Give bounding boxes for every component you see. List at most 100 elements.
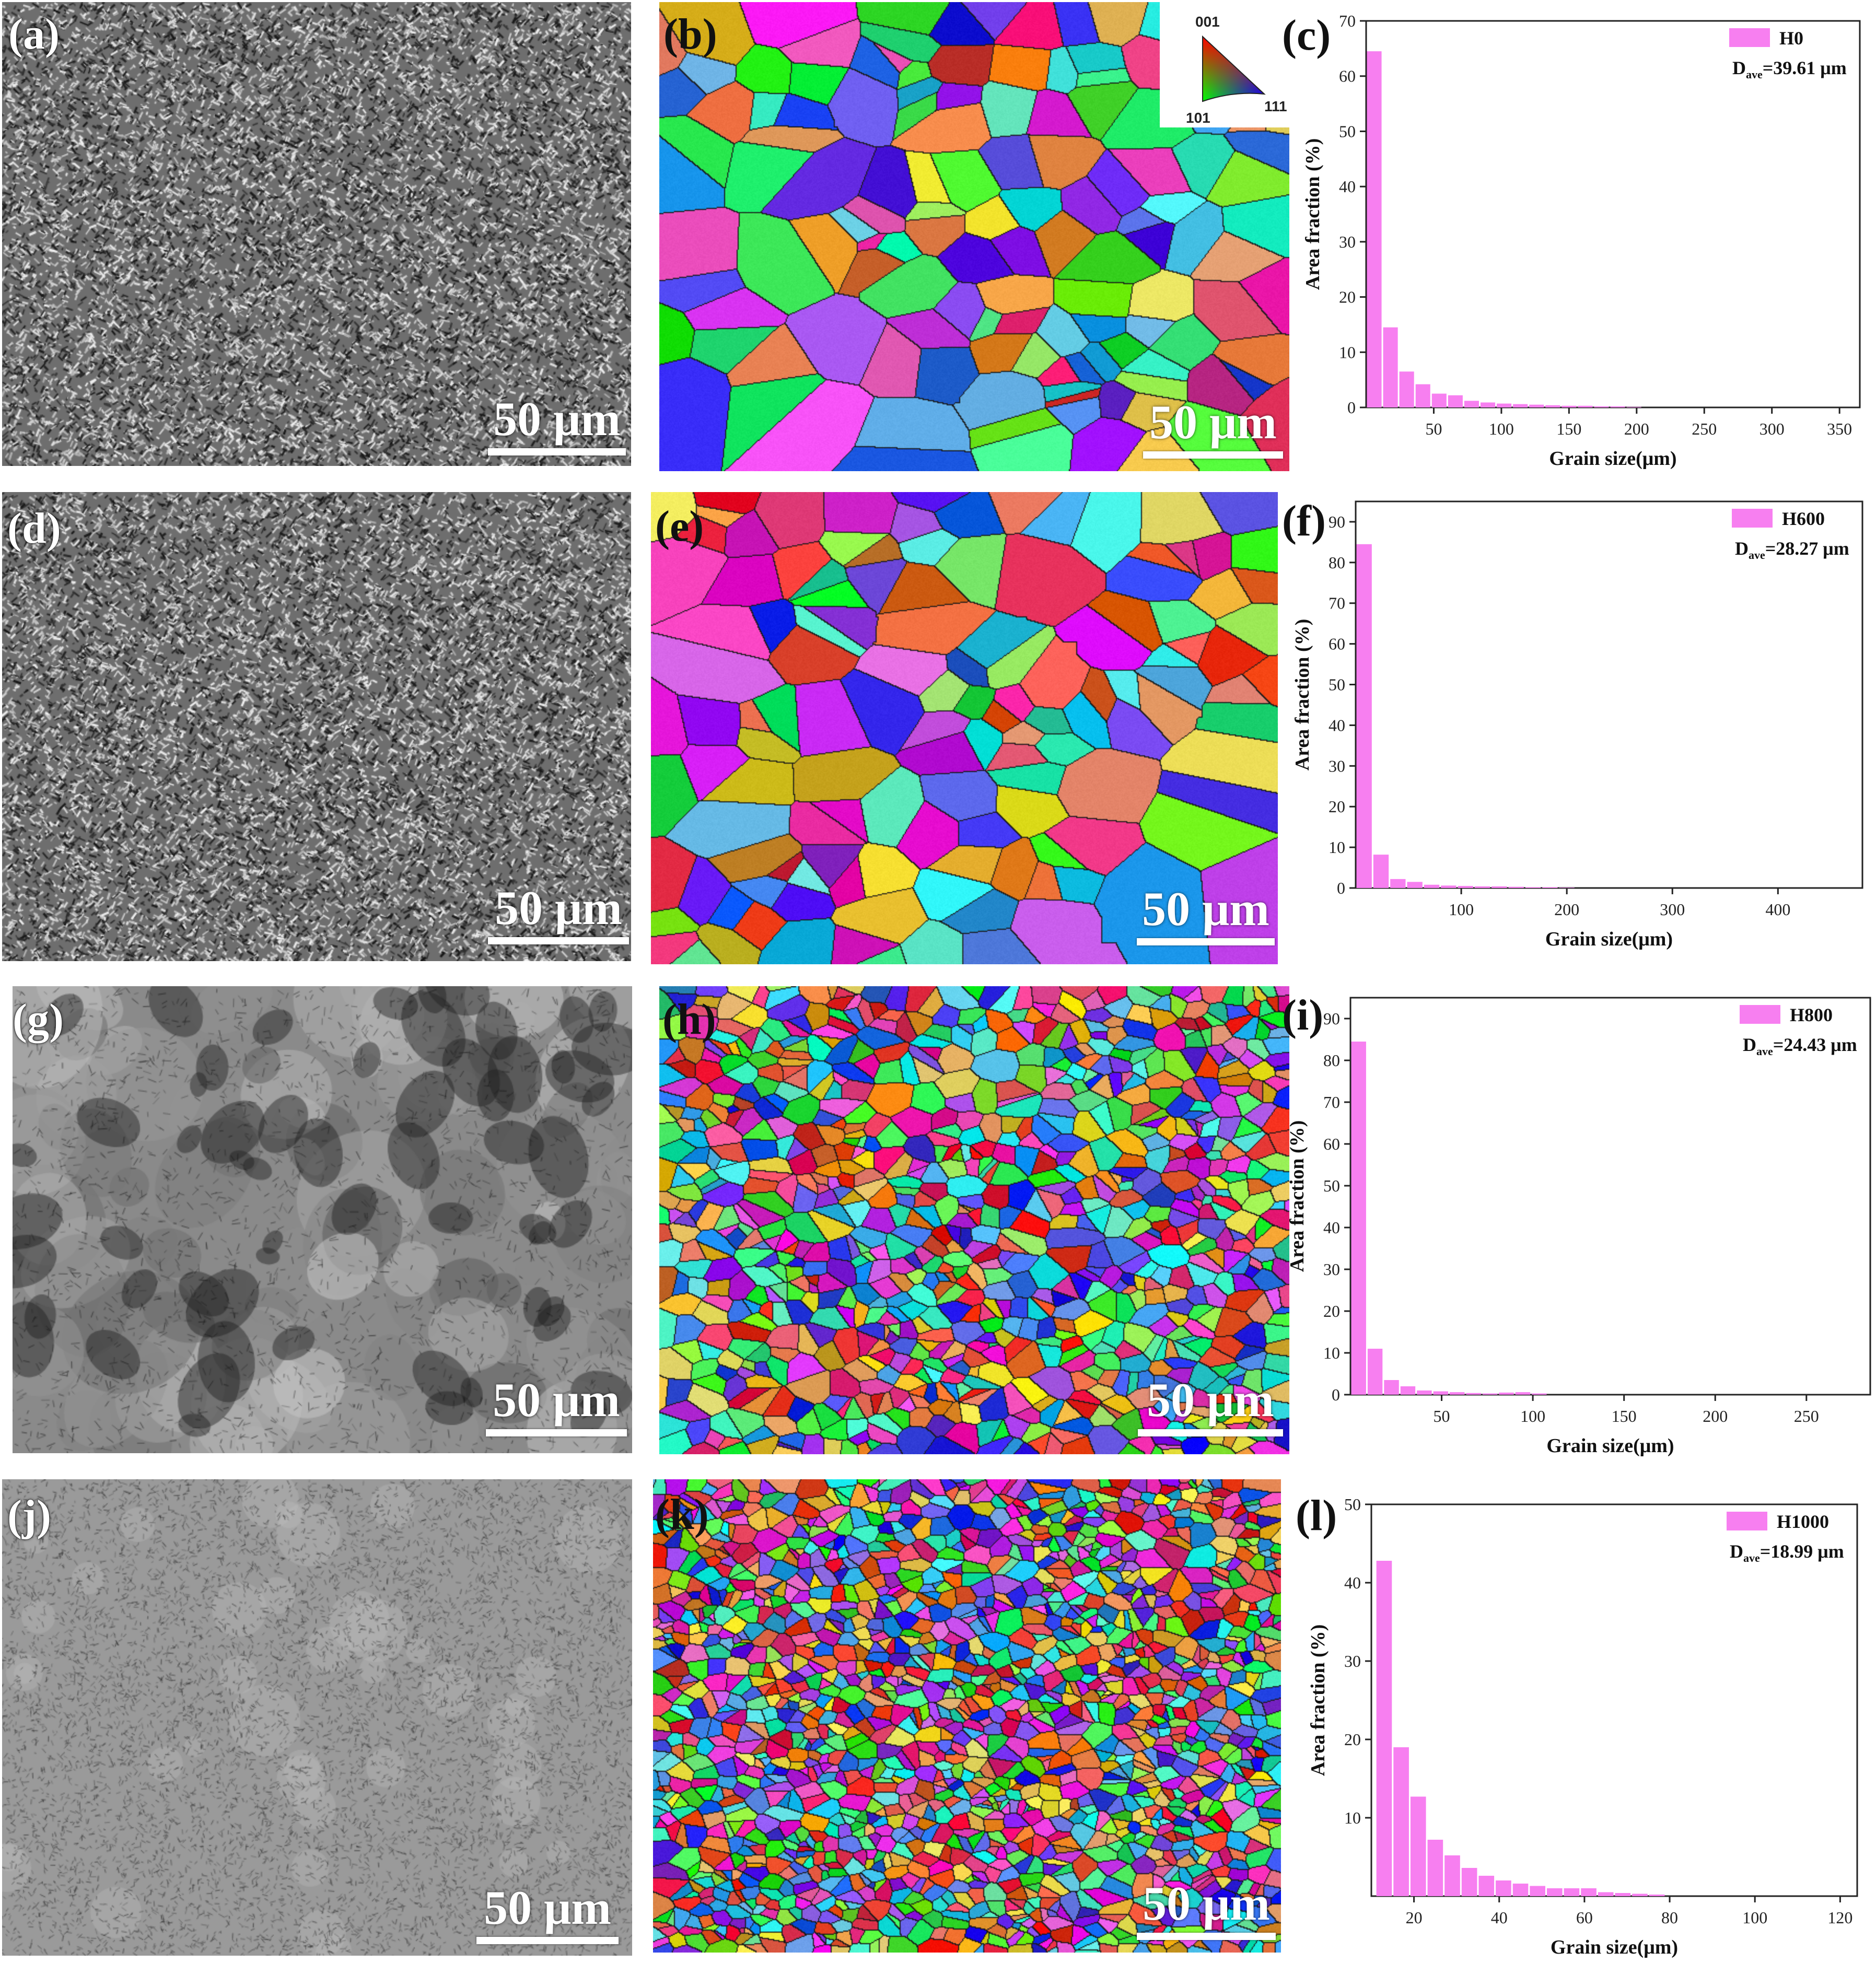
panel-label-e: (e) (655, 502, 704, 551)
hist-l-bar-14 (1615, 1893, 1631, 1896)
hist-i-ytick-label-4: 40 (1323, 1218, 1340, 1237)
scale-bar-text-d: 50 μm (495, 881, 622, 934)
hist-i-bar-1 (1367, 1349, 1383, 1395)
hist-f-ylabel: Area fraction (%) (1291, 619, 1313, 771)
hist-c-xlabel: Grain size(μm) (1549, 448, 1676, 470)
hist-c-bar-3 (1415, 384, 1430, 407)
hist-c-bar-5 (1448, 395, 1463, 407)
hist-f-bar-11 (1542, 887, 1558, 888)
hist-l-frame (1370, 1503, 1858, 1897)
scale-bar-text-g: 50 μm (493, 1373, 620, 1427)
hist-l-bar-9 (1530, 1886, 1545, 1896)
hist-i-dave-prefix: D (1743, 1034, 1756, 1055)
hist-f-dave-prefix: D (1735, 538, 1749, 559)
hist-l-xlabel: Grain size(μm) (1551, 1936, 1678, 1958)
hist-i-xtick-label-3: 200 (1703, 1407, 1728, 1425)
hist-c-bar-12 (1562, 405, 1577, 407)
sem-image-a: (a) 50 μm (2, 2, 631, 466)
hist-f-bar-4 (1424, 884, 1440, 888)
hist-f-xtick-label-0: 100 (1449, 900, 1474, 919)
hist-l-ylabel: Area fraction (%) (1307, 1625, 1329, 1777)
histogram-panel-c: 50 100 150 200 250 300 350 0 10 20 30 40 50 60 70 Grain… (1275, 0, 1876, 491)
panel-label-d: (d) (7, 504, 61, 553)
hist-i-xtick-label-1: 100 (1520, 1407, 1545, 1425)
panel-label-b: (b) (663, 10, 717, 59)
hist-f-ytick-label-7: 70 (1329, 594, 1345, 613)
hist-c-bar-6 (1464, 401, 1479, 407)
panel-label-k: (k) (655, 1490, 709, 1539)
hist-i-bar-6 (1450, 1392, 1465, 1395)
hist-c-xtick-label-5: 300 (1760, 419, 1785, 438)
hist-c-xtick-label-4: 250 (1692, 419, 1717, 438)
hist-f-dave-sub: ave (1749, 548, 1765, 562)
hist-c-bar-1 (1383, 327, 1398, 407)
panel-label-c: (c) (1282, 11, 1331, 60)
hist-f-bar-8 (1492, 886, 1507, 888)
hist-l-bar-4 (1444, 1855, 1460, 1896)
hist-i-bar-9 (1499, 1393, 1514, 1395)
hist-c-ytick-label-0: 0 (1347, 398, 1356, 417)
scale-bar-line-d (488, 937, 629, 944)
hist-l-bar-11 (1564, 1888, 1580, 1896)
sem-texture-j (2, 1479, 632, 1956)
panel-label-a: (a) (8, 10, 60, 59)
hist-c-dave-sub: ave (1746, 68, 1763, 81)
hist-i-ytick-label-9: 90 (1323, 1009, 1340, 1028)
histogram-c: 50 100 150 200 250 300 350 0 10 20 30 40 50 60 70 Grain… (1302, 11, 1861, 470)
hist-l-bar-8 (1512, 1884, 1529, 1896)
ipf-label-001: 001 (1195, 14, 1220, 30)
hist-l-bar-12 (1581, 1888, 1597, 1896)
hist-i-ytick-label-7: 70 (1323, 1093, 1340, 1112)
hist-l-ytick-label-1: 20 (1344, 1730, 1361, 1749)
hist-c-bar-4 (1431, 393, 1447, 407)
hist-c-xtick-label-2: 150 (1556, 419, 1581, 438)
ebsd-map-h: (h) 50 μm (659, 986, 1289, 1454)
hist-c-bar-10 (1529, 404, 1544, 407)
sem-texture-d (2, 492, 631, 961)
hist-i-ytick-label-1: 10 (1323, 1343, 1340, 1362)
hist-f-xtick-label-2: 300 (1660, 900, 1685, 919)
scale-bar-line-a (488, 448, 626, 455)
histogram-f: 100 200 300 400 0 10 20 30 40 50 60 70 80 90 Grain siz… (1291, 500, 1863, 950)
panel-label-j: (j) (7, 1491, 51, 1540)
scale-bar-line-e (1137, 938, 1275, 945)
hist-f-bar-0 (1356, 544, 1372, 888)
histogram-panel-i: 50 100 150 200 250 0 10 20 30 40 50 60 70 80 90 Grain s… (1275, 982, 1876, 1468)
hist-c-dave-prefix: D (1732, 57, 1746, 78)
hist-i-dave-value: =24.43 μm (1773, 1034, 1857, 1055)
hist-l-dave-value: =18.99 μm (1760, 1541, 1844, 1562)
ipf-label-101: 101 (1186, 110, 1210, 126)
hist-c-bar-13 (1578, 405, 1593, 407)
hist-c-xtick-label-6: 350 (1827, 419, 1852, 438)
hist-c-bar-9 (1513, 404, 1528, 407)
hist-c-bar-2 (1399, 371, 1414, 407)
sem-image-g: (g) 50 μm (13, 986, 632, 1453)
hist-i-ytick-label-0: 0 (1332, 1385, 1340, 1404)
hist-c-ytick-label-7: 70 (1339, 11, 1356, 30)
scale-bar-d: 50 μm (488, 884, 629, 944)
hist-f-dave-value: =28.27 μm (1765, 538, 1849, 559)
hist-i-legend-name: H800 (1790, 1004, 1833, 1025)
hist-f-bar-2 (1390, 879, 1406, 888)
scale-bar-j: 50 μm (476, 1884, 619, 1944)
hist-l-dave-sub: ave (1743, 1551, 1760, 1564)
panel-label-i: (i) (1282, 991, 1324, 1039)
hist-l-bar-1 (1393, 1747, 1409, 1896)
hist-l-ytick-label-3: 40 (1344, 1573, 1361, 1592)
scale-bar-g: 50 μm (486, 1376, 627, 1436)
hist-l-xtick-label-1: 40 (1491, 1908, 1508, 1927)
histogram-panel-l: 20 40 60 80 100 120 10 20 30 40 50 Grain size(μm) Ar… (1275, 1473, 1876, 1975)
hist-l-legend-name: H1000 (1777, 1511, 1829, 1532)
hist-i-bar-2 (1384, 1380, 1399, 1395)
hist-l-bar-16 (1649, 1895, 1665, 1896)
scale-bar-a: 50 μm (488, 395, 626, 455)
hist-c-xtick-label-3: 200 (1624, 419, 1649, 438)
scale-bar-b: 50 μm (1143, 398, 1283, 459)
hist-c-ytick-label-6: 60 (1339, 67, 1356, 86)
hist-l-bar-3 (1427, 1840, 1443, 1896)
histogram-l: 20 40 60 80 100 120 10 20 30 40 50 Grain size(μm) Ar… (1307, 1495, 1858, 1958)
hist-c-ytick-label-3: 30 (1339, 232, 1356, 251)
hist-f-bar-7 (1474, 886, 1490, 888)
sem-texture-a (2, 2, 631, 466)
hist-f-bar-12 (1559, 887, 1575, 888)
